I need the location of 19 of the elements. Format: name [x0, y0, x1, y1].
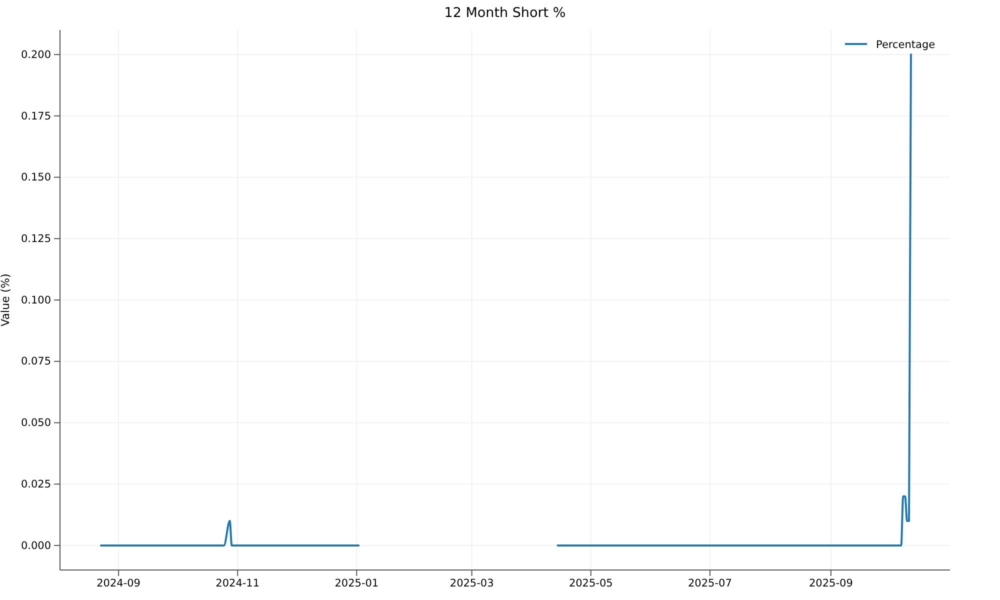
- y-tick-label: 0.100: [20, 294, 51, 306]
- x-tick-label: 2025-07: [688, 577, 732, 590]
- chart-title: 12 Month Short %: [444, 5, 566, 21]
- y-tick-label: 0.150: [20, 172, 51, 184]
- y-tick-label: 0.000: [20, 540, 51, 552]
- x-tick-label: 2025-03: [450, 577, 494, 590]
- x-tick-label: 2024-09: [96, 577, 140, 590]
- y-tick-label: 0.025: [20, 478, 51, 490]
- y-tick-label: 0.125: [20, 232, 51, 245]
- x-tick-label: 2025-09: [809, 577, 853, 590]
- y-axis-title: Value (%): [0, 274, 12, 326]
- x-tick-label: 2025-01: [334, 577, 379, 590]
- x-tick-label: 2025-05: [568, 577, 613, 590]
- legend-label: Percentage: [876, 39, 936, 51]
- y-tick-label: 0.200: [20, 48, 51, 61]
- y-tick-label: 0.175: [20, 110, 51, 122]
- y-tick-label: 0.050: [20, 417, 51, 430]
- y-tick-label: 0.075: [20, 356, 51, 368]
- x-tick-label: 2024-11: [216, 577, 260, 590]
